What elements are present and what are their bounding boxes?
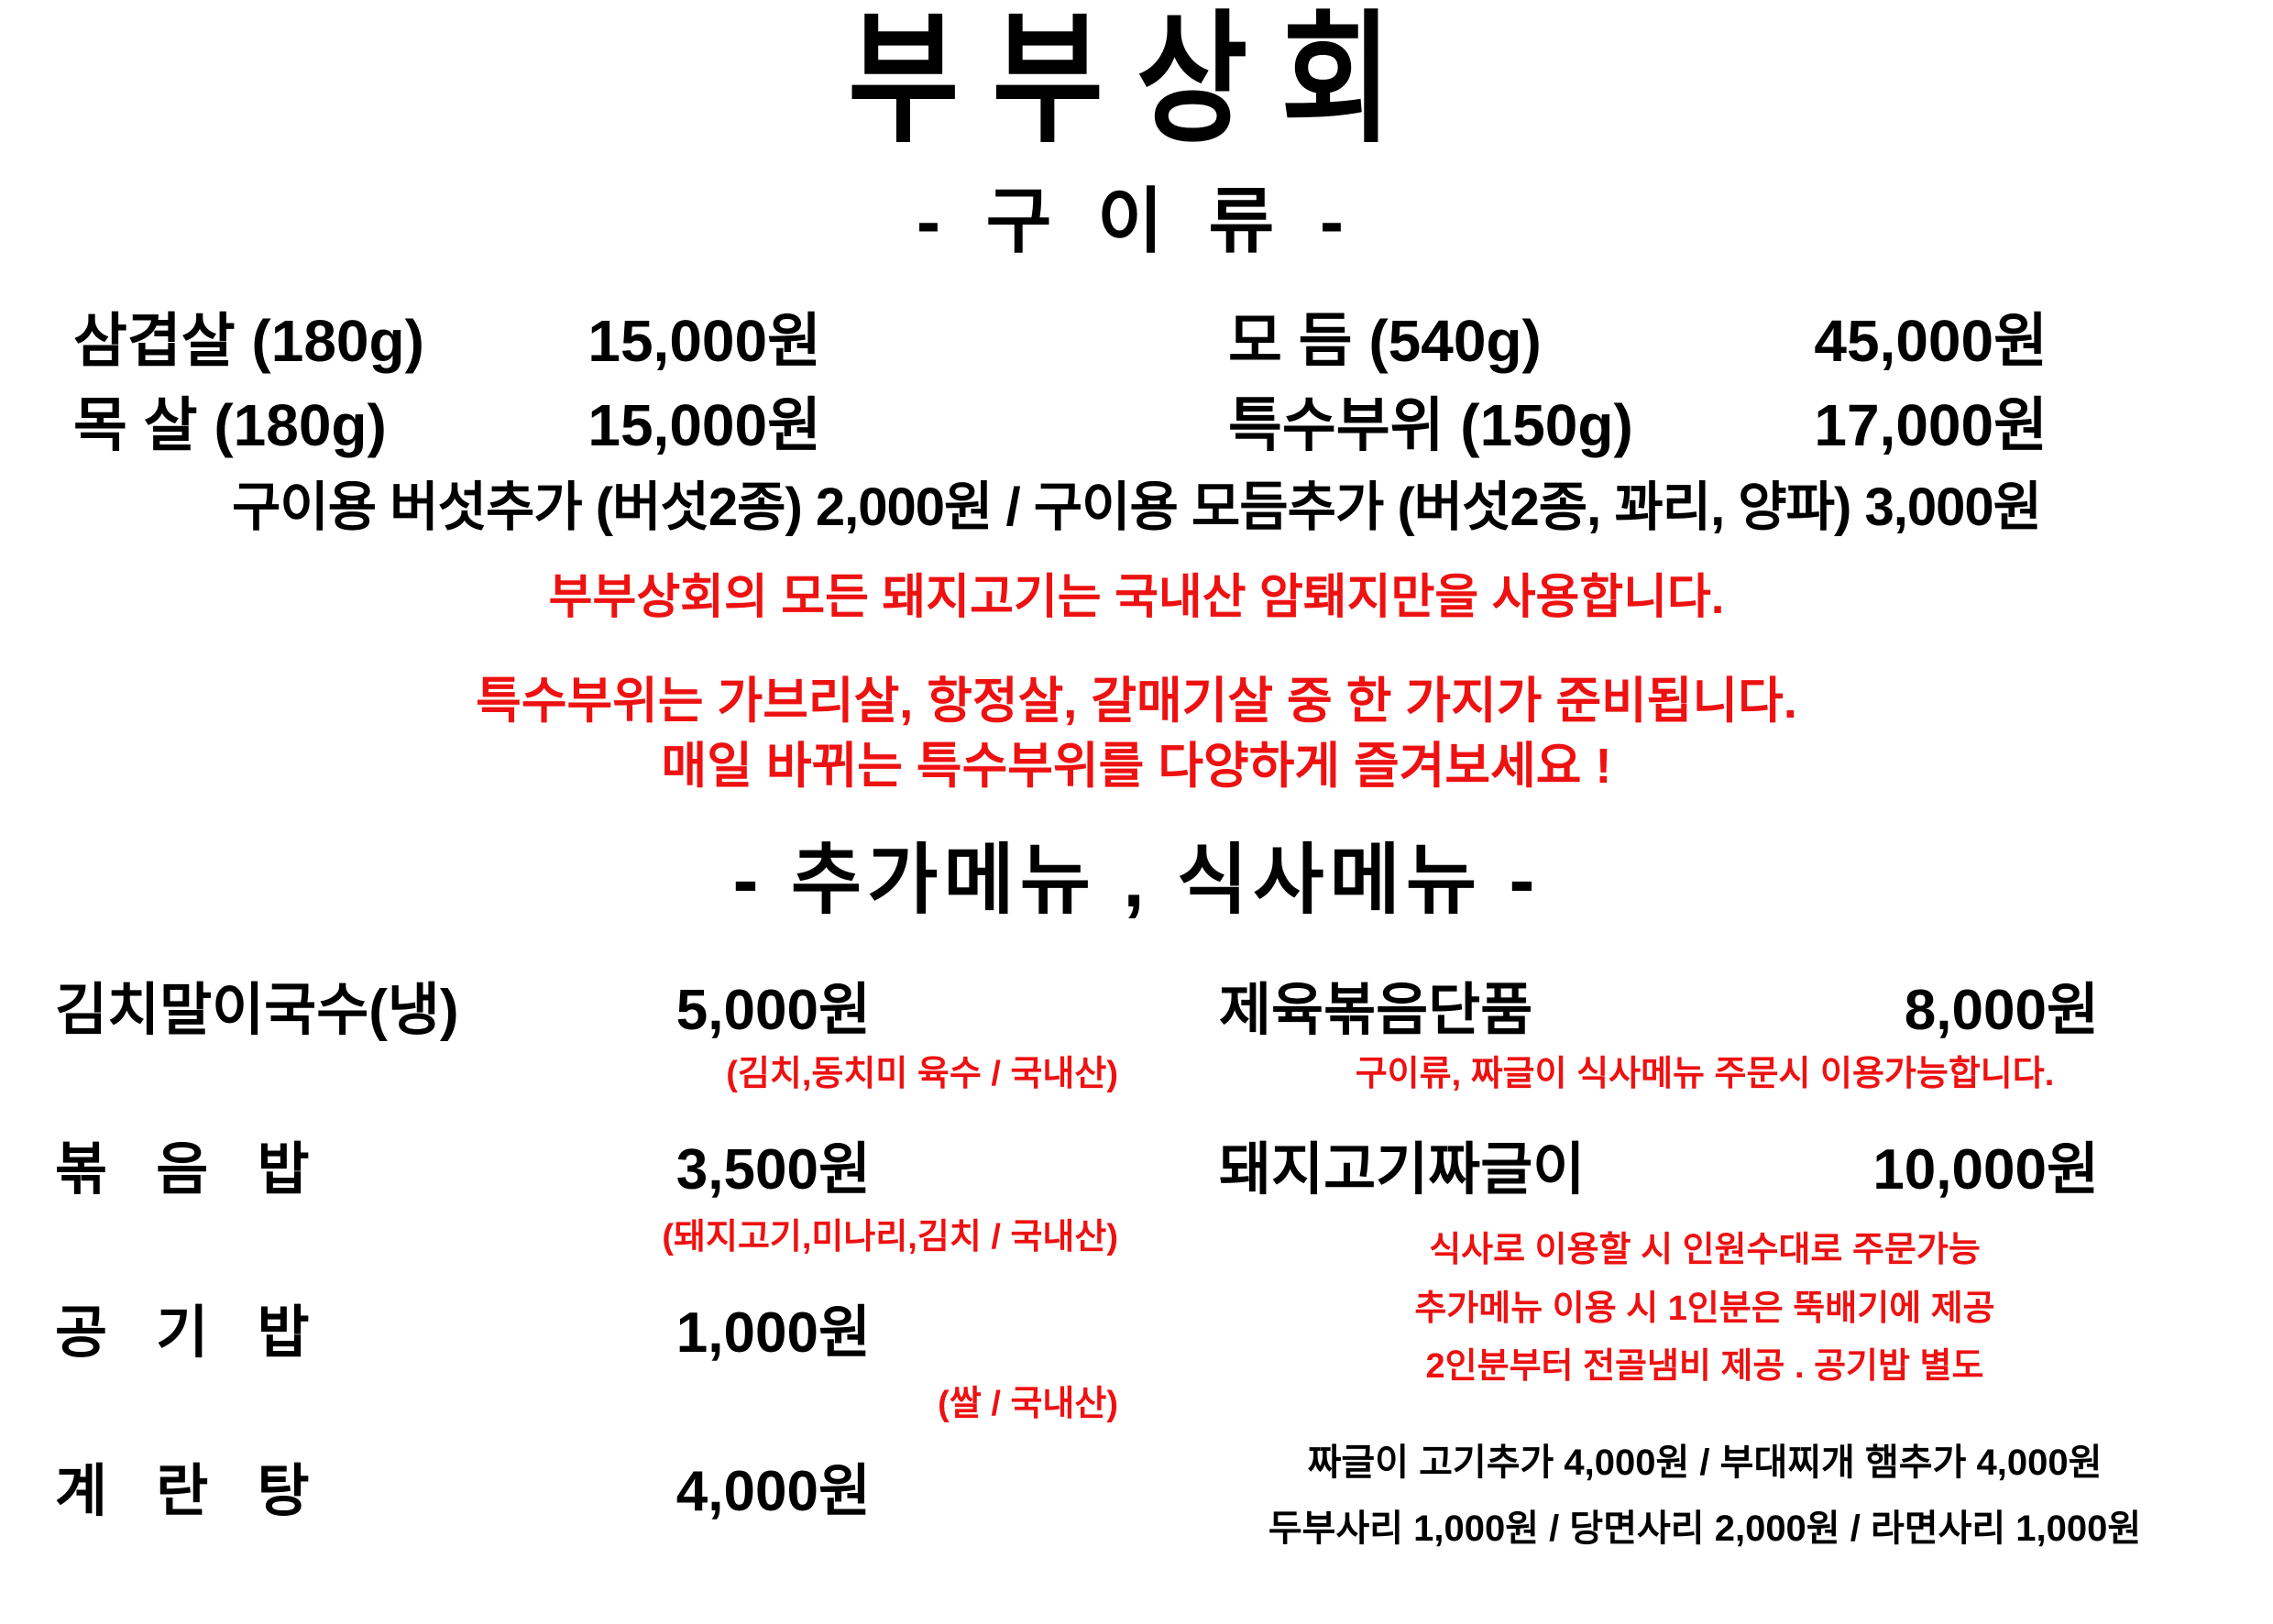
dish-gongibap: 공 기 밥 1,000원 bbox=[55, 1300, 1127, 1365]
grill-row: 삼겹살 (180g) 15,000원 모 듬 (540g) 45,000원 bbox=[0, 312, 2273, 370]
extra-right-column: 제육볶음단품 8,000원 구이류, 짜글이 식사메뉴 주문시 이용가능합니다.… bbox=[1136, 942, 2273, 1550]
extra-left-column: 김치말이국수(냉) 5,000원 (김치,동치미 육수 / 국내산) 볶 음 밥… bbox=[0, 942, 1136, 1550]
grill-item-teuksubuwi: 특수부위 (150g) 17,000원 bbox=[1136, 396, 2273, 455]
dish-price: 1,000원 bbox=[675, 1300, 871, 1365]
extra-section-heading: - 추가메뉴 , 식사메뉴 - bbox=[732, 837, 1541, 924]
extra-menu-columns: 김치말이국수(냉) 5,000원 (김치,동치미 육수 / 국내산) 볶 음 밥… bbox=[0, 942, 2273, 1550]
grill-item-name: 특수부위 (150g) bbox=[1228, 392, 1633, 458]
grill-item-modeum: 모 듬 (540g) 45,000원 bbox=[1136, 312, 2273, 370]
dish-availability-note: 구이류, 짜글이 식사메뉴 주문시 이용가능합니다. bbox=[1355, 1055, 2055, 1094]
dish-name: 제육볶음단품 bbox=[1219, 979, 1533, 1043]
jjaguli-note-two-servings: 2인분부터 전골냄비 제공 . 공기밥 별도 bbox=[1425, 1347, 1984, 1387]
notice-special-cut-varieties: 특수부위는 가브리살, 항정살, 갈매기살 중 한 가지가 준비됩니다. bbox=[476, 674, 1797, 730]
grill-item-name: 삼겹살 (180g) bbox=[73, 308, 424, 374]
grill-item-price: 15,000원 bbox=[587, 392, 821, 458]
dish-name: 볶 음 밥 bbox=[55, 1137, 326, 1202]
dish-gyerantang: 계 란 탕 4,000원 bbox=[55, 1464, 1127, 1520]
dish-price: 4,000원 bbox=[675, 1460, 871, 1524]
dish-dwaejigogi-jjaguli: 돼지고기짜글이 10,000원 bbox=[1164, 1137, 2246, 1202]
dish-price: 5,000원 bbox=[675, 979, 871, 1043]
dish-name: 돼지고기짜글이 bbox=[1219, 1137, 1586, 1202]
dish-origin-note: (김치,동치미 육수 / 국내산) bbox=[726, 1055, 1118, 1094]
sides-note-tofu-noodles: 두부사리 1,000원 / 당면사리 2,000원 / 라면사리 1,000원 bbox=[1268, 1509, 2142, 1550]
grill-item-price: 17,000원 bbox=[1814, 392, 2048, 458]
dish-origin-note: (돼지고기,미나리,김치 / 국내산) bbox=[662, 1217, 1118, 1256]
dish-name: 김치말이국수(냉) bbox=[55, 979, 459, 1043]
shop-title: 부부상회 bbox=[848, 0, 1425, 159]
jjaguli-note-portion: 식사로 이용할 시 인원수대로 주문가능 bbox=[1429, 1230, 1981, 1269]
sides-note-meat-ham: 짜글이 고기추가 4,000원 / 부대찌개 햄추가 4,000원 bbox=[1307, 1443, 2103, 1484]
grill-item-samgyeopsal: 삼겹살 (180g) 15,000원 bbox=[0, 312, 1136, 370]
grill-item-moksal: 목 살 (180g) 15,000원 bbox=[0, 396, 1136, 455]
grill-row: 목 살 (180g) 15,000원 특수부위 (150g) 17,000원 bbox=[0, 396, 2273, 455]
grill-addon-line: 구이용 버섯추가 (버섯2종) 2,000원 / 구이용 모듬추가 (버섯2종,… bbox=[232, 477, 2042, 537]
dish-name: 계 란 탕 bbox=[55, 1460, 326, 1524]
dish-price: 8,000원 bbox=[1904, 979, 2099, 1043]
grill-item-price: 45,000원 bbox=[1814, 308, 2048, 374]
dish-price: 3,500원 bbox=[675, 1137, 871, 1202]
notice-domestic-pork: 부부상회의 모든 돼지고기는 국내산 암퇘지만을 사용합니다. bbox=[548, 570, 1725, 624]
grill-price-grid: 삼겹살 (180g) 15,000원 모 듬 (540g) 45,000원 목 … bbox=[0, 312, 2273, 455]
dish-name: 공 기 밥 bbox=[55, 1300, 326, 1365]
grill-item-name: 모 듬 (540g) bbox=[1228, 308, 1542, 374]
dish-jeyuk-bokkeum: 제육볶음단품 8,000원 bbox=[1164, 982, 2246, 1039]
grill-section-heading: - 구 이 류 - bbox=[917, 181, 1356, 261]
dish-origin-note: (쌀 / 국내산) bbox=[938, 1384, 1118, 1423]
dish-kimchi-mari-guksu: 김치말이국수(냉) 5,000원 bbox=[55, 982, 1127, 1039]
jjaguli-note-single-serving: 추가메뉴 이용 시 1인분은 뚝배기에 제공 bbox=[1414, 1289, 1995, 1328]
grill-item-price: 15,000원 bbox=[587, 308, 821, 374]
grill-item-name: 목 살 (180g) bbox=[73, 392, 387, 458]
dish-bokkeumbap: 볶 음 밥 3,500원 bbox=[55, 1137, 1127, 1202]
dish-price: 10,000원 bbox=[1872, 1137, 2099, 1202]
notice-daily-special-cut: 매일 바뀌는 특수부위를 다양하게 즐겨보세요 ! bbox=[661, 738, 1612, 794]
